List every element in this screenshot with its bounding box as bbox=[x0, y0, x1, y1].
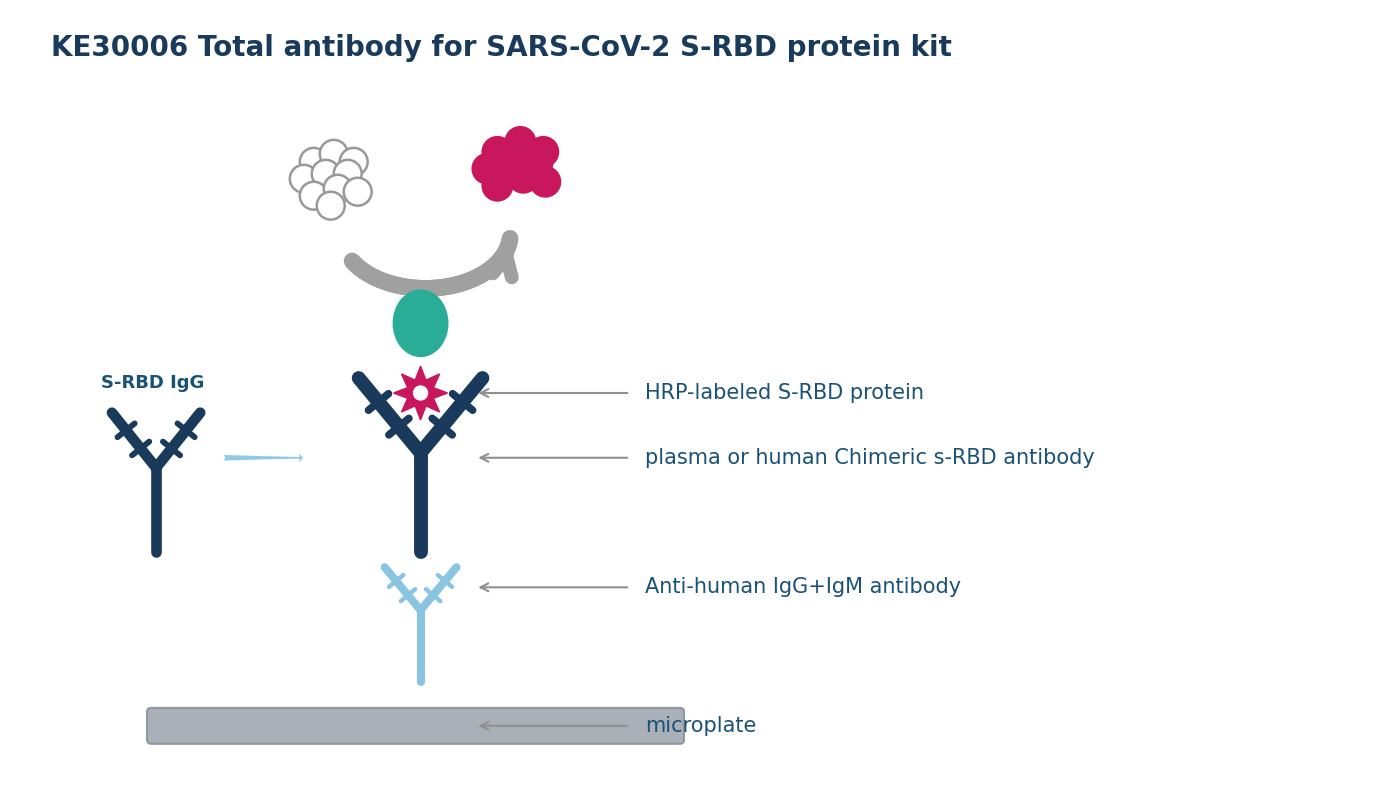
Ellipse shape bbox=[392, 289, 449, 357]
Text: HRP-labeled S-RBD protein: HRP-labeled S-RBD protein bbox=[645, 383, 924, 403]
Circle shape bbox=[343, 178, 371, 206]
Circle shape bbox=[521, 148, 553, 180]
Circle shape bbox=[339, 148, 368, 176]
Circle shape bbox=[300, 148, 328, 176]
FancyBboxPatch shape bbox=[147, 708, 684, 744]
Text: microplate: microplate bbox=[645, 716, 756, 736]
Circle shape bbox=[289, 165, 318, 193]
Polygon shape bbox=[393, 366, 448, 420]
Circle shape bbox=[471, 153, 503, 184]
Text: plasma or human Chimeric s-RBD antibody: plasma or human Chimeric s-RBD antibody bbox=[645, 448, 1095, 468]
Text: S-RBD IgG: S-RBD IgG bbox=[101, 374, 204, 392]
Circle shape bbox=[311, 160, 339, 188]
Circle shape bbox=[530, 165, 562, 198]
Circle shape bbox=[320, 140, 348, 168]
Circle shape bbox=[334, 160, 361, 188]
Circle shape bbox=[300, 182, 328, 210]
Circle shape bbox=[317, 191, 345, 220]
Circle shape bbox=[505, 126, 537, 158]
Text: KE30006 Total antibody for SARS-CoV-2 S-RBD protein kit: KE30006 Total antibody for SARS-CoV-2 S-… bbox=[51, 34, 952, 62]
Text: Anti-human IgG+IgM antibody: Anti-human IgG+IgM antibody bbox=[645, 578, 962, 597]
Circle shape bbox=[481, 136, 513, 168]
Circle shape bbox=[324, 175, 352, 203]
Circle shape bbox=[495, 148, 527, 180]
Circle shape bbox=[481, 169, 513, 202]
Circle shape bbox=[527, 136, 559, 168]
Circle shape bbox=[507, 162, 539, 194]
Circle shape bbox=[413, 385, 428, 400]
